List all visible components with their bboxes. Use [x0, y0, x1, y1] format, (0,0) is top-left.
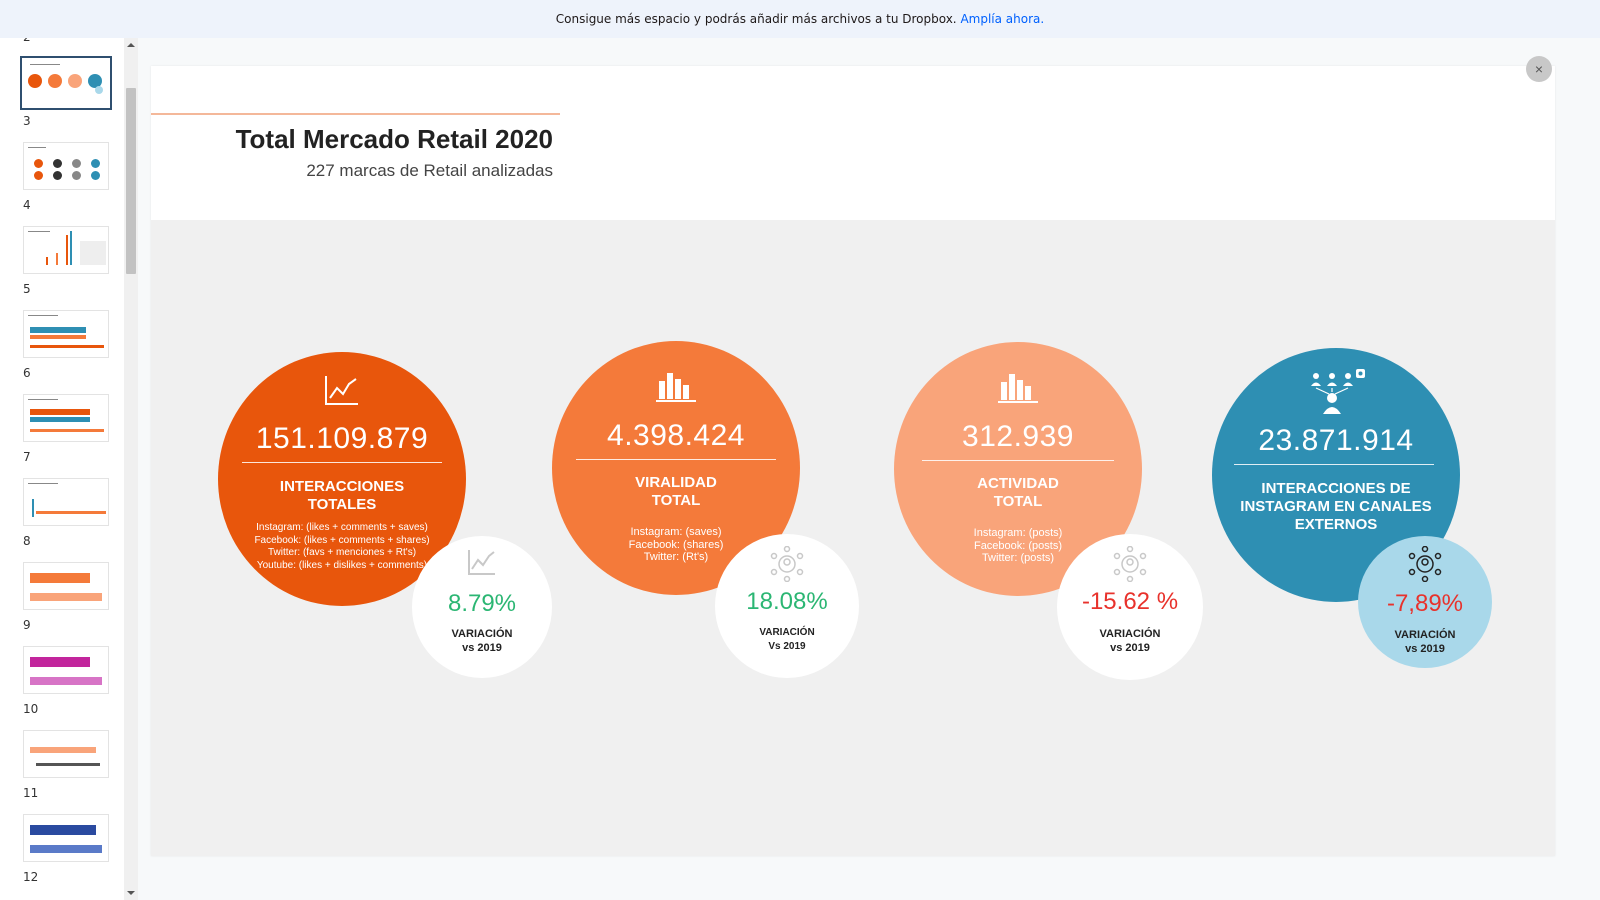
variation-circle-instagram: -7,89% VARIACIÓN vs 2019: [1358, 536, 1492, 668]
network-person-icon: [769, 545, 805, 587]
variation-label-line: vs 2019: [462, 642, 502, 654]
metric-desc-line: Twitter: (posts): [981, 552, 1055, 564]
thumbnail-label: 11: [23, 786, 39, 800]
line-chart-icon: [324, 374, 360, 411]
metric-divider: [922, 460, 1114, 461]
thumbnail-page-6[interactable]: [23, 310, 109, 358]
network-person-icon: [1407, 545, 1443, 587]
metric-title-line: INSTAGRAM EN CANALES: [1240, 498, 1432, 515]
thumbnail-page-10[interactable]: [23, 646, 109, 694]
thumbnail-page-12[interactable]: [23, 814, 109, 862]
metric-divider: [1234, 464, 1434, 465]
variation-label-line: VARIACIÓN: [451, 628, 513, 640]
metric-desc-line: Instagram: (likes + comments + saves): [256, 522, 428, 533]
variation-circle-interacciones: 8.79% VARIACIÓN vs 2019: [412, 536, 552, 678]
variation-label: VARIACIÓN vs 2019: [1358, 628, 1492, 656]
variation-circle-actividad: -15.62 % VARIACIÓN vs 2019: [1057, 534, 1203, 680]
variation-label-line: Vs 2019: [768, 641, 806, 652]
slide-title: Total Mercado Retail 2020: [235, 124, 553, 154]
metric-title: VIRALIDAD TOTAL: [552, 474, 800, 510]
thumbnail-label: 5: [23, 282, 31, 296]
metric-desc-line: Twitter: (Rt's): [643, 551, 709, 563]
thumbnail-label: 9: [23, 618, 31, 632]
scrollbar-thumb[interactable]: [126, 88, 136, 274]
variation-value: -7,89%: [1386, 590, 1464, 617]
upgrade-banner: Consigue más espacio y podrás añadir más…: [0, 0, 1600, 38]
thumbnail-label: 8: [23, 534, 31, 548]
thumbnail-label: 2: [23, 38, 31, 44]
title-rule: [151, 113, 560, 115]
sidebar-scrollbar[interactable]: [124, 38, 138, 900]
variation-label: VARIACIÓN vs 2019: [412, 627, 552, 655]
bar-chart-icon: [997, 372, 1039, 409]
thumbnail-page-4[interactable]: [23, 142, 109, 190]
metric-title-line: INTERACCIONES DE: [1261, 480, 1411, 497]
banner-text: Consigue más espacio y podrás añadir más…: [555, 12, 957, 26]
metric-title-line: INTERACCIONES: [279, 478, 405, 495]
metric-desc-line: Youtube: (likes + dislikes + comments): [256, 559, 428, 571]
scroll-down-arrow-icon[interactable]: [127, 891, 135, 895]
expand-storage-link[interactable]: Amplía ahora.: [960, 12, 1045, 26]
metric-desc-line: Instagram: (saves): [630, 526, 722, 538]
thumbnail-label: 4: [23, 198, 31, 212]
metric-value: 312.939: [962, 420, 1074, 453]
variation-circle-viralidad: 18.08% VARIACIÓN Vs 2019: [715, 534, 859, 678]
thumbnail-page-9[interactable]: [23, 562, 109, 610]
variation-label: VARIACIÓN vs 2019: [1057, 627, 1203, 655]
metric-description: Instagram: (likes + comments + saves) Fa…: [218, 522, 466, 572]
thumbnail-page-8[interactable]: [23, 478, 109, 526]
scroll-up-arrow-icon[interactable]: [127, 43, 135, 47]
metric-title: INTERACCIONES TOTALES: [218, 478, 466, 514]
network-people-icon: [1306, 368, 1366, 421]
metric-desc-line: Facebook: (likes + comments + shares): [254, 534, 430, 546]
variation-label-line: VARIACIÓN: [759, 627, 815, 638]
metric-value: 151.109.879: [255, 422, 429, 455]
thumbnail-label: 3: [23, 114, 31, 128]
metric-title-line: VIRALIDAD: [635, 474, 717, 491]
metric-title: ACTIVIDAD TOTAL: [894, 475, 1142, 511]
slide-subtitle: 227 marcas de Retail analizadas: [306, 161, 553, 180]
thumbnail-page-5[interactable]: [23, 226, 109, 274]
line-chart-icon: [467, 548, 497, 581]
metric-title: INTERACCIONES DE INSTAGRAM EN CANALES EX…: [1212, 480, 1460, 534]
slide-body: 151.109.879 INTERACCIONES TOTALES Instag…: [151, 220, 1555, 856]
slide-canvas: Total Mercado Retail 2020 227 marcas de …: [151, 66, 1555, 856]
variation-label-line: VARIACIÓN: [1099, 628, 1161, 640]
metric-description: Instagram: (saves) Facebook: (shares) Tw…: [552, 526, 800, 564]
variation-value: -15.62 %: [1081, 588, 1179, 615]
metric-circle-interacciones-totales: 151.109.879 INTERACCIONES TOTALES Instag…: [218, 352, 466, 606]
variation-label-line: vs 2019: [1110, 642, 1150, 654]
thumbnail-page-11[interactable]: [23, 730, 109, 778]
thumbnail-label: 7: [23, 450, 31, 464]
page-thumbnail-sidebar[interactable]: 2 3 4 5 6: [0, 38, 138, 900]
thumbnail-label: 12: [23, 870, 39, 884]
metric-value: 4.398.424: [607, 419, 745, 452]
slide-header: Total Mercado Retail 2020 227 marcas de …: [151, 66, 1555, 220]
metric-desc-line: Facebook: (shares): [628, 538, 724, 551]
metric-value: 23.871.914: [1258, 424, 1414, 457]
metric-desc-line: Facebook: (posts): [973, 539, 1063, 552]
metric-title-line: TOTAL: [651, 492, 701, 509]
bar-chart-icon: [655, 371, 697, 408]
variation-label: VARIACIÓN Vs 2019: [715, 626, 859, 654]
metric-divider: [242, 462, 442, 463]
metric-title-line: EXTERNOS: [1294, 516, 1378, 533]
metric-title-line: TOTAL: [993, 493, 1043, 510]
network-person-icon: [1112, 545, 1148, 587]
thumbnail-label: 6: [23, 366, 31, 380]
metric-desc-line: Instagram: (posts): [973, 527, 1063, 539]
close-preview-button[interactable]: ×: [1526, 56, 1552, 82]
thumbnail-page-3[interactable]: [20, 56, 112, 110]
metric-description: Instagram: (posts) Facebook: (posts) Twi…: [894, 527, 1142, 565]
thumbnail-page-7[interactable]: [23, 394, 109, 442]
variation-label-line: vs 2019: [1405, 643, 1445, 655]
variation-label-line: VARIACIÓN: [1394, 629, 1456, 641]
thumbnail-label: 10: [23, 702, 39, 716]
metric-desc-line: Twitter: (favs + menciones + Rt's): [267, 547, 417, 558]
metric-title-line: TOTALES: [307, 496, 377, 513]
metric-divider: [576, 459, 776, 460]
variation-value: 18.08%: [746, 588, 828, 615]
variation-value: 8.79%: [447, 590, 517, 617]
metric-title-line: ACTIVIDAD: [977, 475, 1059, 492]
